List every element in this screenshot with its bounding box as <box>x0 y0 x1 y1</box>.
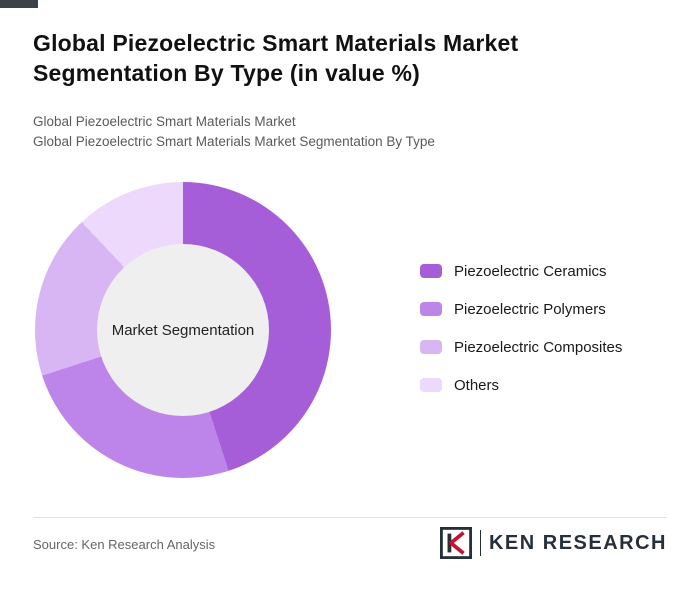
legend-swatch <box>420 378 442 392</box>
legend-item: Piezoelectric Ceramics <box>420 260 622 282</box>
legend-label: Piezoelectric Composites <box>454 338 623 356</box>
legend-swatch <box>420 302 442 316</box>
legend-label: Piezoelectric Polymers <box>454 300 606 318</box>
legend-label: Others <box>454 376 500 394</box>
page-title: Global Piezoelectric Smart Materials Mar… <box>33 30 519 86</box>
legend-swatch <box>420 340 442 354</box>
subtitle-line-2: Global Piezoelectric Smart Materials Mar… <box>33 134 435 149</box>
legend-item: Piezoelectric Composites <box>420 336 622 358</box>
footer-divider <box>33 517 667 518</box>
brand-logo: KEN RESEARCH <box>439 527 667 559</box>
legend-item: Piezoelectric Polymers <box>420 298 622 320</box>
donut-center: Market Segmentation <box>97 244 269 416</box>
source-text: Source: Ken Research Analysis <box>33 537 216 552</box>
legend-swatch <box>420 264 442 278</box>
ken-research-k-icon <box>439 527 472 559</box>
legend-label: Piezoelectric Ceramics <box>454 262 607 280</box>
chart-subtitle: Global Piezoelectric Smart Materials Mar… <box>33 112 435 152</box>
brand-name: KEN RESEARCH <box>488 531 667 554</box>
top-left-artifact <box>0 0 38 8</box>
subtitle-line-1: Global Piezoelectric Smart Materials Mar… <box>33 114 296 129</box>
brand-separator <box>479 530 481 556</box>
legend: Piezoelectric Ceramics Piezoelectric Poly… <box>420 260 622 412</box>
legend-item: Others <box>420 374 622 396</box>
donut-chart: Market Segmentation <box>35 182 331 478</box>
donut-center-label: Market Segmentation <box>111 321 255 339</box>
